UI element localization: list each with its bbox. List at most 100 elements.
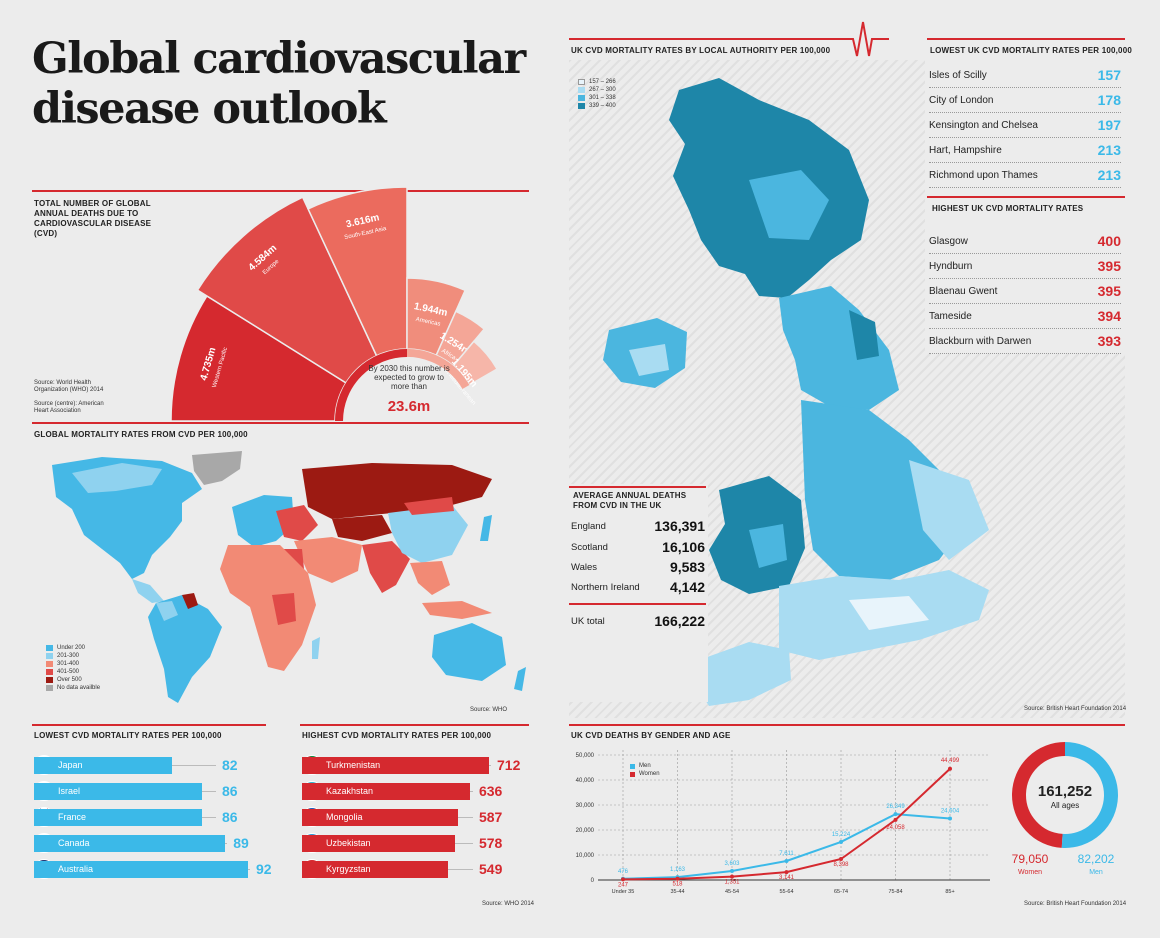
bar-label: Australia	[58, 864, 94, 874]
region-midlands	[801, 400, 969, 580]
bar-label: Mongolia	[326, 812, 363, 822]
uk-map	[603, 78, 989, 706]
gender-source: Source: British Heart Foundation 2014	[1024, 901, 1127, 907]
lowest-global-header: LOWEST CVD MORTALITY RATES PER 100,000	[34, 731, 222, 740]
uk-deaths-row: Wales 9,583	[571, 557, 705, 577]
bar: Uzbekistan	[302, 834, 456, 852]
donut-slice-men	[1061, 742, 1118, 848]
row-value: 9,583	[669, 559, 705, 575]
rank-value: 395	[1097, 283, 1121, 299]
men-total: 82,202	[1077, 852, 1115, 866]
data-point-men	[730, 868, 734, 873]
rank-row: Hart, Hampshire 213	[929, 138, 1121, 163]
rank-value: 178	[1097, 92, 1121, 108]
data-label-women: 44,499	[941, 758, 960, 764]
rank-row: Isles of Scilly 157	[929, 63, 1121, 88]
data-label-men: 24,604	[941, 808, 960, 814]
data-label-women: 1,351	[724, 880, 740, 886]
region-greenland	[192, 451, 242, 485]
legend-swatch	[46, 669, 53, 675]
gender-donut	[1012, 742, 1118, 848]
row-value: 16,106	[662, 539, 705, 555]
women-label: Women	[1018, 869, 1042, 876]
rank-value: 393	[1097, 333, 1121, 349]
data-label-men: 3,603	[724, 861, 740, 867]
y-tick-label: 30,000	[576, 803, 595, 809]
region-indonesia	[422, 601, 492, 619]
legend-swatch	[578, 103, 585, 109]
world-map	[52, 451, 526, 703]
uk-total-divider	[569, 603, 706, 605]
legend-label: 301-400	[57, 661, 80, 667]
uk-map-legend: 157 – 266 267 – 300 301 – 338 339 – 400	[578, 79, 616, 111]
region-colombia	[156, 601, 178, 621]
legend-label: 267 – 300	[589, 87, 616, 93]
world-legend-item: Over 500	[46, 677, 100, 683]
rank-row: Tameside 394	[929, 304, 1121, 329]
rank-name: City of London	[929, 94, 994, 106]
data-point-men	[784, 858, 789, 863]
legend-swatch	[630, 771, 635, 777]
rank-value: 213	[1097, 167, 1121, 183]
rank-value: 157	[1097, 67, 1121, 83]
legend-swatch	[46, 661, 53, 667]
bar-label: Kyrgyzstan	[326, 864, 371, 874]
y-tick-label: 20,000	[576, 828, 595, 834]
world-header: GLOBAL MORTALITY RATES FROM CVD PER 100,…	[34, 430, 248, 439]
legend-swatch	[630, 763, 635, 769]
rank-name: Kensington and Chelsea	[929, 119, 1038, 131]
bar-label: Canada	[58, 838, 90, 848]
data-label-women: 518	[672, 882, 683, 888]
legend-swatch	[578, 87, 585, 93]
uk-deaths-row: Northern Ireland 4,142	[571, 577, 705, 597]
data-point-men	[948, 816, 952, 821]
data-point-women	[621, 877, 625, 882]
men-label: Men	[1089, 869, 1103, 876]
bar-label: Japan	[58, 760, 83, 770]
bar-value: 587	[478, 809, 503, 825]
region-middle-east	[294, 537, 362, 583]
world-legend-item: 401-500	[46, 669, 100, 675]
rank-name: Isles of Scilly	[929, 69, 987, 81]
bar-leader-line	[457, 816, 473, 818]
legend-label: 201-300	[57, 653, 80, 659]
rank-value: 394	[1097, 308, 1121, 324]
region-africa-dark	[272, 593, 296, 625]
data-point-women	[784, 870, 789, 875]
world-divider	[32, 422, 529, 424]
rank-row: Kensington and Chelsea 197	[929, 113, 1121, 138]
world-legend-item: 301-400	[46, 661, 100, 667]
row-name: Northern Ireland	[571, 581, 640, 593]
rank-name: Hyndburn	[929, 260, 973, 272]
legend-label: 401-500	[57, 669, 80, 675]
region-se-asia	[410, 561, 450, 595]
uk-legend-item: 157 – 266	[578, 79, 616, 85]
data-point-men	[839, 839, 843, 844]
bar-row: Turkmenistan 712	[302, 755, 520, 775]
bar-leader-line	[455, 842, 473, 844]
region-mongolia	[404, 497, 454, 515]
rank-value: 395	[1097, 258, 1121, 274]
bar-label: Israel	[58, 786, 81, 796]
uk-deaths-header: AVERAGE ANNUAL DEATHS FROM CVD IN THE UK	[573, 491, 687, 510]
uk-map-header: UK CVD MORTALITY RATES BY LOCAL AUTHORIT…	[571, 46, 831, 55]
data-point-women	[675, 876, 680, 881]
uk-total-row: UK total 166,222	[571, 611, 705, 631]
gender-header: UK CVD DEATHS BY GENDER AND AGE	[571, 731, 731, 740]
data-point-women	[893, 817, 898, 822]
uk-legend-item: 267 – 300	[578, 87, 616, 93]
region-ni-light	[629, 344, 669, 376]
bar: France	[34, 808, 203, 826]
y-tick-label: 0	[591, 878, 595, 884]
bar-row: France 86	[34, 807, 238, 827]
rank-name: Glasgow	[929, 235, 968, 247]
x-tick-label: 45-54	[725, 889, 739, 895]
y-tick-label: 50,000	[576, 753, 595, 759]
legend-label: Women	[639, 771, 660, 777]
region-europe-east	[276, 505, 318, 541]
bar-leader-line	[248, 868, 250, 870]
fan-category-label: Americas	[415, 317, 441, 328]
highest-global-header: HIGHEST CVD MORTALITY RATES PER 100,000	[302, 731, 492, 740]
uk-map-divider	[569, 38, 847, 40]
region-east	[909, 460, 989, 560]
